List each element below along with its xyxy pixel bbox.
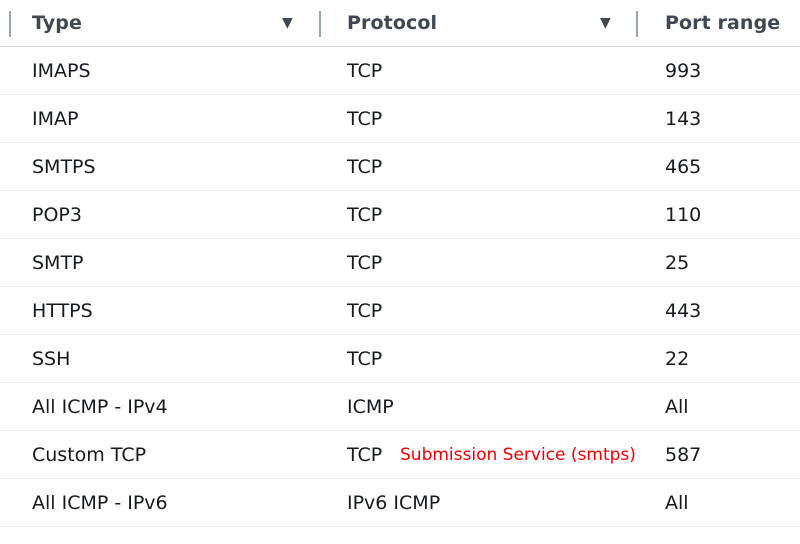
column-header-port-range-label: Port range	[665, 12, 781, 34]
cell-protocol: IPv6 ICMP	[347, 491, 441, 514]
table-row[interactable]: IMAP TCP 143	[0, 95, 800, 143]
table-row[interactable]: POP3 TCP 110	[0, 191, 800, 239]
cell-port-range: 443	[665, 299, 702, 322]
cell-protocol: TCP	[347, 443, 383, 466]
row-annotation: Submission Service (smtps)	[400, 444, 636, 465]
table-row[interactable]: SMTP TCP 25	[0, 239, 800, 287]
cell-type: SMTP	[32, 251, 84, 274]
column-header-type[interactable]: Type	[32, 0, 82, 46]
table-header-row: Type ▼ Protocol ▼ Port range	[0, 0, 800, 47]
sort-type-chevron-down-icon[interactable]: ▼	[282, 15, 293, 31]
cell-protocol: TCP	[347, 59, 383, 82]
table-row[interactable]: SSH TCP 22	[0, 335, 800, 383]
cell-type: All ICMP - IPv4	[32, 395, 168, 418]
cell-protocol: ICMP	[347, 395, 394, 418]
table-row[interactable]: All ICMP - IPv6 IPv6 ICMP All	[0, 479, 800, 527]
cell-type: SSH	[32, 347, 71, 370]
sort-protocol-chevron-down-icon[interactable]: ▼	[600, 15, 611, 31]
cell-protocol: TCP	[347, 251, 383, 274]
column-divider-protocol[interactable]	[636, 11, 638, 37]
cell-protocol: TCP	[347, 107, 383, 130]
cell-protocol: TCP	[347, 155, 383, 178]
cell-port-range: All	[665, 491, 689, 514]
cell-port-range: All	[665, 395, 689, 418]
cell-port-range: 110	[665, 203, 702, 226]
cell-type: IMAPS	[32, 59, 91, 82]
cell-type: All ICMP - IPv6	[32, 491, 168, 514]
cell-type: SMTPS	[32, 155, 96, 178]
cell-port-range: 25	[665, 251, 690, 274]
column-header-port-range[interactable]: Port range	[665, 0, 780, 46]
cell-port-range: 465	[665, 155, 702, 178]
cell-type: POP3	[32, 203, 82, 226]
cell-port-range: 143	[665, 107, 702, 130]
security-group-rules-table: Type ▼ Protocol ▼ Port range IMAPS TCP 993…	[0, 0, 800, 527]
cell-port-range: 22	[665, 347, 690, 370]
table-row[interactable]: Custom TCP TCP Submission Service (smtps) 5…	[0, 431, 800, 479]
column-header-protocol[interactable]: Protocol	[347, 0, 437, 46]
cell-port-range: 993	[665, 59, 702, 82]
column-divider-type[interactable]	[319, 11, 321, 37]
column-header-type-label: Type	[32, 12, 82, 34]
table-row[interactable]: HTTPS TCP 443	[0, 287, 800, 335]
cell-type: IMAP	[32, 107, 79, 130]
table-row[interactable]: SMTPS TCP 465	[0, 143, 800, 191]
table-row[interactable]: All ICMP - IPv4 ICMP All	[0, 383, 800, 431]
table-row[interactable]: IMAPS TCP 993	[0, 47, 800, 95]
cell-protocol: TCP	[347, 347, 383, 370]
cell-protocol: TCP	[347, 203, 383, 226]
cell-type: Custom TCP	[32, 443, 147, 466]
cell-type: HTTPS	[32, 299, 93, 322]
column-divider-start	[9, 11, 11, 37]
table-body: IMAPS TCP 993 IMAP TCP 143 SMTPS TCP 465 POP3 TCP 1…	[0, 47, 800, 527]
cell-port-range: 587	[665, 443, 702, 466]
cell-protocol: TCP	[347, 299, 383, 322]
column-header-protocol-label: Protocol	[347, 12, 438, 34]
